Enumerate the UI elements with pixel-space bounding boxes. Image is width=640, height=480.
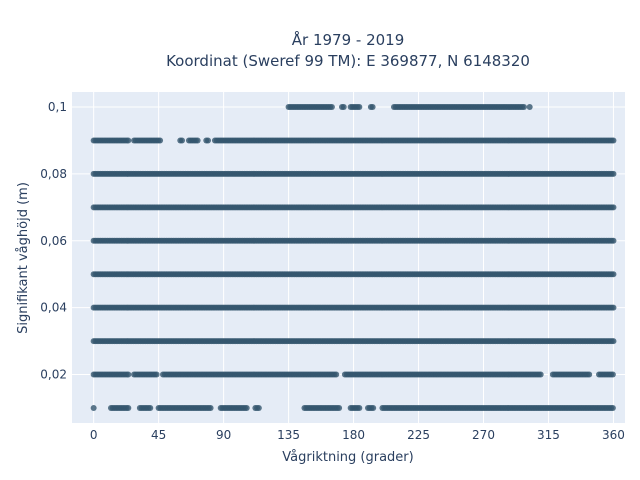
scatter-points: [90, 104, 617, 411]
x-tick-label: 180: [342, 428, 365, 442]
data-point: [153, 371, 160, 378]
y-tick-label: 0,1: [48, 100, 67, 114]
x-axis-title: Vågriktning (grader): [282, 450, 413, 465]
data-point: [157, 137, 164, 144]
data-point: [336, 404, 343, 411]
data-point: [609, 371, 616, 378]
y-tick-label: 0,08: [40, 167, 67, 181]
data-point: [609, 404, 616, 411]
data-point: [610, 170, 617, 177]
chart-subtitle: Koordinat (Sweref 99 TM): E 369877, N 61…: [166, 52, 530, 70]
data-point: [356, 404, 363, 411]
x-axis-ticks: 0 45 90 135 180 225 270 315 360: [90, 428, 625, 442]
data-point: [90, 404, 97, 411]
y-axis-title: Signifikant våghöjd (m): [16, 182, 31, 334]
y-tick-label: 0,02: [40, 368, 67, 382]
data-point: [333, 371, 340, 378]
data-point: [369, 104, 376, 111]
data-point: [125, 404, 132, 411]
data-point: [255, 404, 262, 411]
data-point: [370, 404, 377, 411]
chart-title: År 1979 - 2019: [292, 30, 405, 49]
data-point: [526, 104, 533, 111]
data-point: [243, 404, 250, 411]
x-tick-label: 360: [602, 428, 625, 442]
data-point: [179, 137, 186, 144]
x-tick-label: 270: [472, 428, 495, 442]
plot-background: [72, 92, 625, 423]
data-point: [147, 404, 154, 411]
data-point: [537, 371, 544, 378]
x-tick-label: 0: [90, 428, 98, 442]
data-point: [610, 137, 617, 144]
data-point: [207, 404, 214, 411]
y-axis-ticks: 0,02 0,04 0,06 0,08 0,1: [40, 100, 67, 381]
x-tick-label: 90: [216, 428, 231, 442]
data-point: [610, 204, 617, 211]
data-point: [610, 338, 617, 345]
data-point: [610, 271, 617, 278]
x-tick-label: 315: [537, 428, 560, 442]
data-point: [194, 137, 201, 144]
data-point: [520, 104, 527, 111]
data-point: [328, 104, 335, 111]
data-point: [610, 237, 617, 244]
data-point: [586, 371, 593, 378]
data-point: [356, 104, 363, 111]
data-point: [340, 104, 347, 111]
y-tick-label: 0,06: [40, 234, 67, 248]
data-point: [125, 137, 132, 144]
data-point: [610, 304, 617, 311]
data-point: [205, 137, 212, 144]
x-tick-label: 45: [151, 428, 166, 442]
data-point: [125, 371, 132, 378]
y-tick-label: 0,04: [40, 301, 67, 315]
x-tick-label: 225: [407, 428, 430, 442]
x-tick-label: 135: [277, 428, 300, 442]
